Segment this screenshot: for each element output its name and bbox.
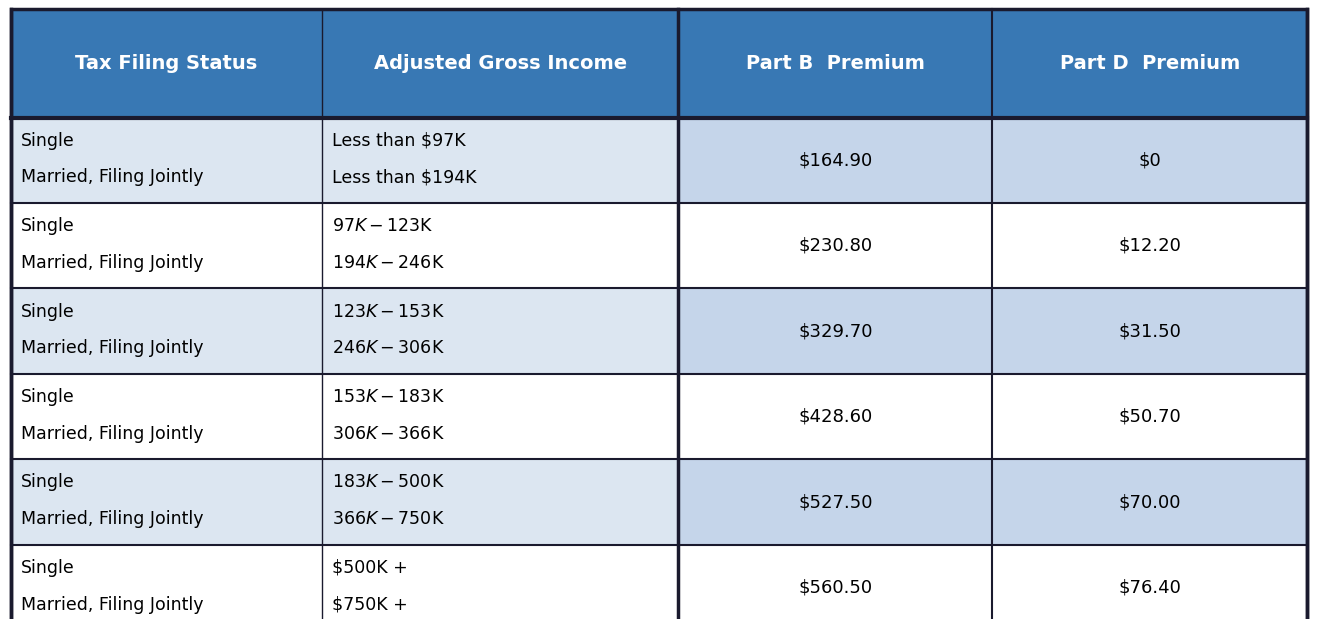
Text: $560.50: $560.50	[799, 578, 873, 597]
Bar	[992, 288, 1307, 374]
Bar	[679, 118, 992, 203]
Text: $0: $0	[1139, 151, 1161, 170]
Text: $246K - $306K: $246K - $306K	[332, 339, 445, 357]
Text: Married, Filing Jointly: Married, Filing Jointly	[21, 254, 203, 272]
Text: $164.90: $164.90	[799, 151, 873, 170]
Text: $230.80: $230.80	[799, 236, 873, 255]
Text: Married, Filing Jointly: Married, Filing Jointly	[21, 595, 203, 613]
Bar	[11, 288, 322, 374]
Text: $194K - $246K: $194K - $246K	[332, 254, 445, 272]
Bar	[992, 545, 1307, 619]
Text: $76.40: $76.40	[1119, 578, 1181, 597]
Text: $70.00: $70.00	[1119, 493, 1181, 511]
Bar	[322, 118, 679, 203]
Text: Married, Filing Jointly: Married, Filing Jointly	[21, 339, 203, 357]
Bar	[679, 288, 992, 374]
Bar	[679, 374, 992, 459]
Text: Single: Single	[21, 303, 75, 321]
Text: $153K - $183K: $153K - $183K	[332, 388, 445, 406]
Text: $12.20: $12.20	[1119, 236, 1181, 255]
Text: $500K +: $500K +	[332, 559, 409, 577]
Text: $183K - $500K: $183K - $500K	[332, 474, 445, 491]
Text: Single: Single	[21, 474, 75, 491]
Bar	[322, 459, 679, 545]
Bar	[679, 545, 992, 619]
Text: Part D  Premium: Part D Premium	[1060, 54, 1240, 73]
Bar	[11, 118, 322, 203]
Bar	[322, 545, 679, 619]
Bar	[322, 374, 679, 459]
Bar	[322, 288, 679, 374]
Text: Married, Filing Jointly: Married, Filing Jointly	[21, 168, 203, 186]
Text: Single: Single	[21, 559, 75, 577]
Bar	[992, 203, 1307, 288]
Bar	[322, 203, 679, 288]
Text: $97K - $123K: $97K - $123K	[332, 217, 434, 235]
Text: Adjusted Gross Income: Adjusted Gross Income	[373, 54, 626, 73]
Text: Married, Filing Jointly: Married, Filing Jointly	[21, 425, 203, 443]
Text: $31.50: $31.50	[1119, 322, 1181, 340]
Text: Married, Filing Jointly: Married, Filing Jointly	[21, 510, 203, 528]
Text: $428.60: $428.60	[799, 407, 873, 426]
Text: $50.70: $50.70	[1119, 407, 1181, 426]
Bar	[679, 203, 992, 288]
Text: Tax Filing Status: Tax Filing Status	[75, 54, 257, 73]
Bar	[11, 9, 1307, 118]
Text: Less than $97K: Less than $97K	[332, 132, 467, 150]
Text: Single: Single	[21, 217, 75, 235]
Text: $527.50: $527.50	[799, 493, 873, 511]
Text: Single: Single	[21, 132, 75, 150]
Bar	[11, 203, 322, 288]
Bar	[992, 374, 1307, 459]
Bar	[992, 459, 1307, 545]
Text: Single: Single	[21, 388, 75, 406]
Text: Part B  Premium: Part B Premium	[746, 54, 925, 73]
Text: $366K - $750K: $366K - $750K	[332, 510, 445, 528]
Bar	[992, 118, 1307, 203]
Text: $306K - $366K: $306K - $366K	[332, 425, 445, 443]
Bar	[11, 545, 322, 619]
Text: $123K - $153K: $123K - $153K	[332, 303, 445, 321]
Text: Less than $194K: Less than $194K	[332, 168, 477, 186]
Bar	[679, 459, 992, 545]
Text: $329.70: $329.70	[799, 322, 873, 340]
Text: $750K +: $750K +	[332, 595, 409, 613]
Bar	[11, 374, 322, 459]
Bar	[11, 459, 322, 545]
